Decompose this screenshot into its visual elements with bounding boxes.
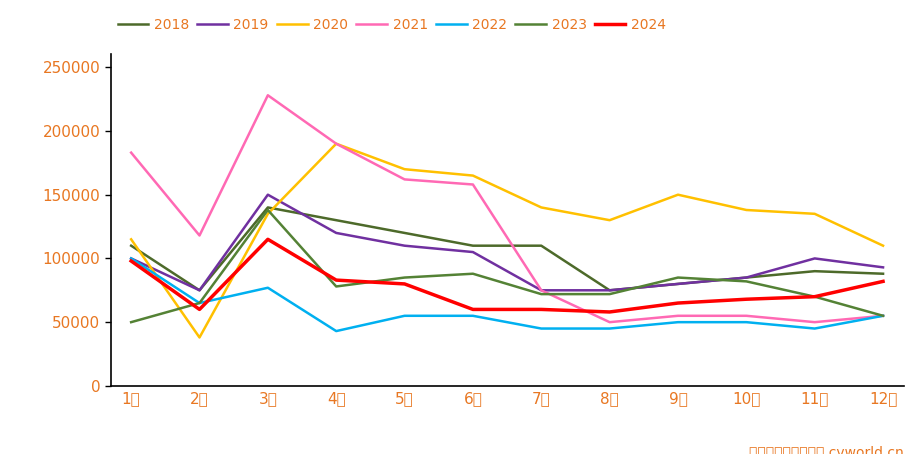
2019 [467,249,479,255]
2019 [878,265,889,270]
2023 [810,294,821,299]
2023 [194,301,205,306]
2021 [125,150,136,155]
2020 [878,243,889,248]
2020 [399,167,410,172]
2024 [331,277,342,283]
2022 [194,301,205,306]
2019 [604,287,615,293]
2020 [740,207,751,213]
Legend: 2018, 2019, 2020, 2021, 2022, 2023, 2024: 2018, 2019, 2020, 2021, 2022, 2023, 2024 [118,18,666,32]
2023 [263,207,274,213]
2023 [878,313,889,319]
2023 [125,320,136,325]
2024 [878,279,889,284]
2023 [399,275,410,280]
2021 [604,320,615,325]
2024 [125,258,136,264]
2022 [399,313,410,319]
2019 [536,287,547,293]
2022 [740,320,751,325]
2020 [672,192,683,197]
2018 [263,205,274,210]
Line: 2020: 2020 [131,144,883,337]
2018 [331,217,342,223]
2022 [604,326,615,331]
2018 [878,271,889,276]
2024 [194,307,205,312]
2023 [331,284,342,289]
2021 [810,320,821,325]
Line: 2019: 2019 [131,195,883,290]
2020 [125,237,136,242]
2022 [878,313,889,319]
2018 [125,243,136,248]
2021 [536,287,547,293]
2019 [740,275,751,280]
2018 [399,230,410,236]
2018 [467,243,479,248]
2018 [194,287,205,293]
2022 [672,320,683,325]
2024 [536,307,547,312]
2019 [263,192,274,197]
Line: 2018: 2018 [131,207,883,290]
2023 [740,279,751,284]
2019 [672,281,683,286]
2021 [878,313,889,319]
2024 [399,281,410,286]
2024 [263,237,274,242]
2024 [672,301,683,306]
2024 [467,307,479,312]
2022 [263,285,274,291]
2020 [604,217,615,223]
2023 [536,291,547,297]
2021 [672,313,683,319]
2019 [194,287,205,293]
2018 [740,275,751,280]
2023 [467,271,479,276]
2019 [399,243,410,248]
2023 [672,275,683,280]
2021 [263,93,274,98]
2024 [740,296,751,302]
2020 [194,335,205,340]
Text: 制图：第一商用车网 cvworld.cn: 制图：第一商用车网 cvworld.cn [749,445,904,454]
2022 [467,313,479,319]
2020 [263,211,274,217]
2020 [467,173,479,178]
Line: 2024: 2024 [131,239,883,312]
2020 [810,211,821,217]
2022 [331,328,342,334]
2018 [536,243,547,248]
2021 [740,313,751,319]
2020 [536,205,547,210]
2021 [399,177,410,182]
2021 [467,182,479,187]
2021 [331,141,342,147]
2019 [331,230,342,236]
2023 [604,291,615,297]
2018 [604,287,615,293]
2018 [672,281,683,286]
2019 [125,256,136,261]
2022 [536,326,547,331]
2018 [810,268,821,274]
2021 [194,233,205,238]
2019 [810,256,821,261]
Line: 2021: 2021 [131,95,883,322]
Line: 2022: 2022 [131,258,883,331]
2024 [810,294,821,299]
2024 [604,309,615,315]
2020 [331,141,342,147]
2022 [810,326,821,331]
Line: 2023: 2023 [131,210,883,322]
2022 [125,256,136,261]
